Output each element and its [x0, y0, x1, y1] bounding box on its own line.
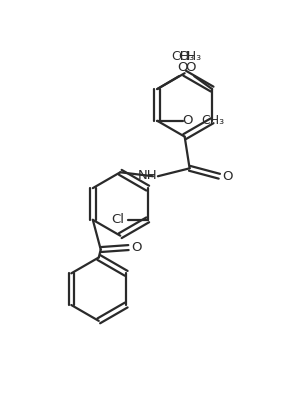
Text: NH: NH	[138, 169, 158, 182]
Text: O: O	[222, 170, 232, 183]
Text: O: O	[185, 61, 196, 74]
Text: CH₃: CH₃	[171, 50, 194, 63]
Text: CH₃: CH₃	[179, 50, 202, 63]
Text: O: O	[183, 114, 193, 127]
Text: O: O	[178, 61, 188, 74]
Text: O: O	[131, 241, 142, 254]
Text: Cl: Cl	[112, 213, 125, 226]
Text: CH₃: CH₃	[201, 114, 224, 127]
